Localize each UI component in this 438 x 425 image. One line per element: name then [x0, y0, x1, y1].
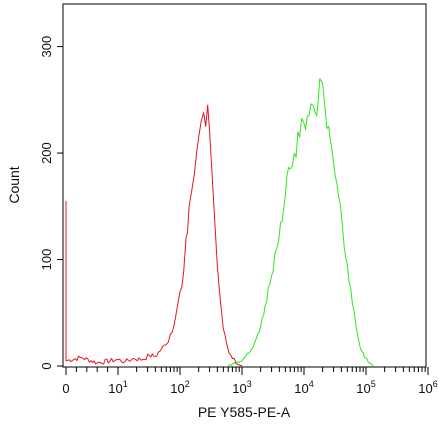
ticks-layer: 0 100 200 300 0 101 102 103 104 105 106 [39, 36, 438, 396]
x-tick-label: 102 [170, 379, 189, 396]
x-tick-label: 105 [356, 379, 375, 396]
y-tick-label: 100 [39, 249, 54, 271]
plot-frame [62, 3, 427, 368]
y-axis-title: Count [6, 166, 22, 203]
y-tick-label: 0 [39, 362, 54, 369]
x-tick-label: 104 [294, 379, 313, 396]
series-layer [65, 78, 374, 367]
series-line-red [65, 104, 243, 367]
series-line-green [227, 78, 374, 367]
x-tick-label: 0 [62, 381, 69, 396]
x-tick-label: 101 [108, 379, 127, 396]
y-tick-label: 300 [39, 36, 54, 58]
x-axis-title: PE Y585-PE-A [198, 404, 291, 420]
y-tick-label: 200 [39, 142, 54, 164]
x-tick-label: 103 [232, 379, 251, 396]
x-tick-label: 106 [418, 379, 437, 396]
